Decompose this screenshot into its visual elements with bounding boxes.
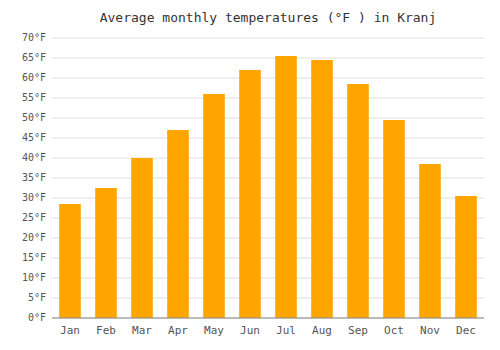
y-tick-label: 60°F: [22, 72, 46, 83]
bar: [131, 158, 153, 318]
x-tick-label: Nov: [420, 324, 440, 337]
bar: [383, 120, 405, 318]
y-tick-label: 45°F: [22, 132, 46, 143]
page: {"chart_data": {"type": "bar", "title": …: [0, 0, 500, 350]
x-tick-label: Aug: [312, 324, 332, 337]
y-tick-label: 30°F: [22, 192, 46, 203]
x-tick-label: Jan: [60, 324, 80, 337]
x-tick-label: Sep: [348, 324, 368, 337]
bar: [167, 130, 189, 318]
y-tick-label: 10°F: [22, 272, 46, 283]
bars: [59, 56, 477, 318]
bar: [275, 56, 297, 318]
chart-container: Average monthly temperatures (°F ) in Kr…: [0, 0, 500, 350]
y-tick-label: 70°F: [22, 32, 46, 43]
y-tick-label: 40°F: [22, 152, 46, 163]
grid-line: [52, 318, 484, 319]
bar: [203, 94, 225, 318]
grid-line: [52, 98, 484, 99]
chart: Average monthly temperatures (°F ) in Kr…: [0, 0, 500, 350]
bar: [347, 84, 369, 318]
x-tick-label: Dec: [456, 324, 476, 337]
y-tick-label: 55°F: [22, 92, 46, 103]
y-tick-label: 65°F: [22, 52, 46, 63]
bar: [239, 70, 261, 318]
grid-line: [52, 138, 484, 139]
x-tick-label: Mar: [132, 324, 152, 337]
x-tick-label: Jun: [240, 324, 260, 337]
x-tick-label: Jul: [276, 324, 296, 337]
x-tick-label: Feb: [96, 324, 116, 337]
y-tick-label: 15°F: [22, 252, 46, 263]
y-tick-label: 5°F: [28, 292, 46, 303]
grid-line: [52, 38, 484, 39]
y-tick-label: 0°F: [28, 312, 46, 323]
grid-line: [52, 58, 484, 59]
y-tick-label: 50°F: [22, 112, 46, 123]
x-tick-label: Oct: [384, 324, 404, 337]
bar: [419, 164, 441, 318]
grid-line: [52, 78, 484, 79]
title: Average monthly temperatures (°F ) in Kr…: [100, 10, 437, 25]
bar: [455, 196, 477, 318]
x-tick-label: May: [204, 324, 224, 337]
x-axis: Jan Feb Mar Apr May Jun Jul Aug Sep Oct Nov Dec: [52, 318, 484, 337]
y-tick-label: 35°F: [22, 172, 46, 183]
y-tick-label: 20°F: [22, 232, 46, 243]
grid-line: [52, 158, 484, 159]
x-axis-line: [52, 318, 484, 319]
y-tick-label: 25°F: [22, 212, 46, 223]
grid-line: [52, 118, 484, 119]
x-tick-label: Apr: [168, 324, 188, 337]
bar: [311, 60, 333, 318]
y-axis: 0°F 5°F 10°F 15°F 20°F 25°F 30°F 35°F 40°F 45°F 50…: [22, 32, 46, 323]
bar: [59, 204, 81, 318]
bar: [95, 188, 117, 318]
grid: [52, 38, 484, 318]
